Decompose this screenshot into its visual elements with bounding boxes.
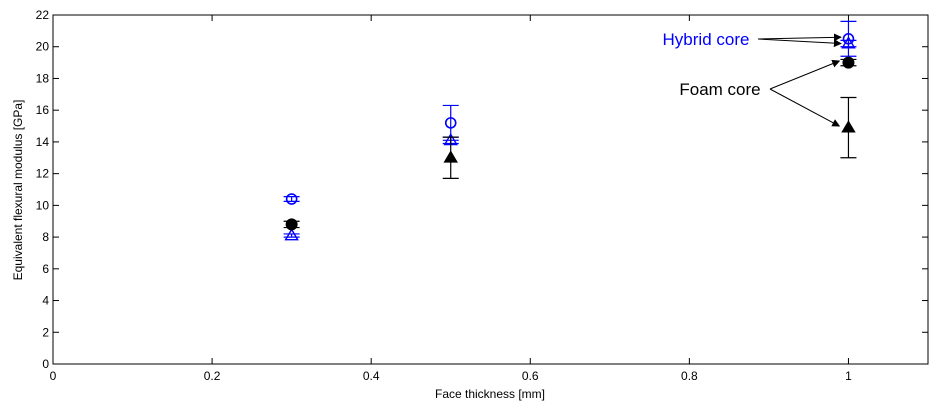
- annotation-label: Hybrid core: [663, 30, 750, 49]
- annotation-arrow: [769, 88, 841, 127]
- x-tick-label: 0.8: [681, 369, 698, 383]
- data-point: [283, 218, 300, 231]
- data-point: [283, 228, 300, 241]
- annotation-arrow: [757, 38, 842, 48]
- y-tick-label: 10: [36, 198, 50, 212]
- data-point: [283, 193, 300, 205]
- data-point: [840, 96, 857, 159]
- data-point: [840, 36, 857, 49]
- y-tick-label: 14: [36, 135, 50, 149]
- x-tick-label: 0.4: [363, 369, 380, 383]
- y-tick-label: 8: [42, 230, 49, 244]
- marker: [842, 56, 855, 69]
- data-point: [840, 56, 857, 69]
- y-tick-label: 16: [36, 103, 50, 117]
- y-tick-label: 4: [42, 294, 49, 308]
- annotation-label: Foam core: [679, 80, 760, 99]
- y-tick-label: 6: [42, 262, 49, 276]
- x-tick-label: 0.6: [522, 369, 539, 383]
- annotation-arrow: [757, 33, 842, 42]
- data-point: [442, 136, 459, 179]
- marker: [285, 193, 298, 205]
- x-axis-label: Face thickness [mm]: [435, 387, 545, 401]
- marker: [285, 218, 298, 231]
- annotation: Foam core: [679, 59, 841, 127]
- series-3: [442, 96, 857, 179]
- marker: [444, 117, 457, 129]
- annotation-arrow: [769, 59, 841, 90]
- marker: [841, 120, 856, 133]
- y-tick-label: 18: [36, 71, 50, 85]
- marker: [284, 228, 299, 241]
- x-tick-label: 1: [845, 369, 852, 383]
- x-tick-label: 0.2: [204, 369, 221, 383]
- y-tick-label: 12: [36, 167, 50, 181]
- plot-area: [52, 14, 929, 365]
- y-tick-label: 0: [42, 357, 49, 371]
- y-tick-label: 2: [42, 325, 49, 339]
- marker: [443, 150, 458, 163]
- series-2: [283, 56, 857, 231]
- marker: [841, 36, 856, 49]
- annotation: Hybrid core: [663, 30, 842, 49]
- y-axis-label: Equivalent flexural modulus [GPa]: [11, 100, 25, 281]
- y-tick-label: 20: [36, 40, 50, 54]
- y-tick-label: 22: [36, 8, 50, 22]
- x-tick-label: 0: [50, 369, 57, 383]
